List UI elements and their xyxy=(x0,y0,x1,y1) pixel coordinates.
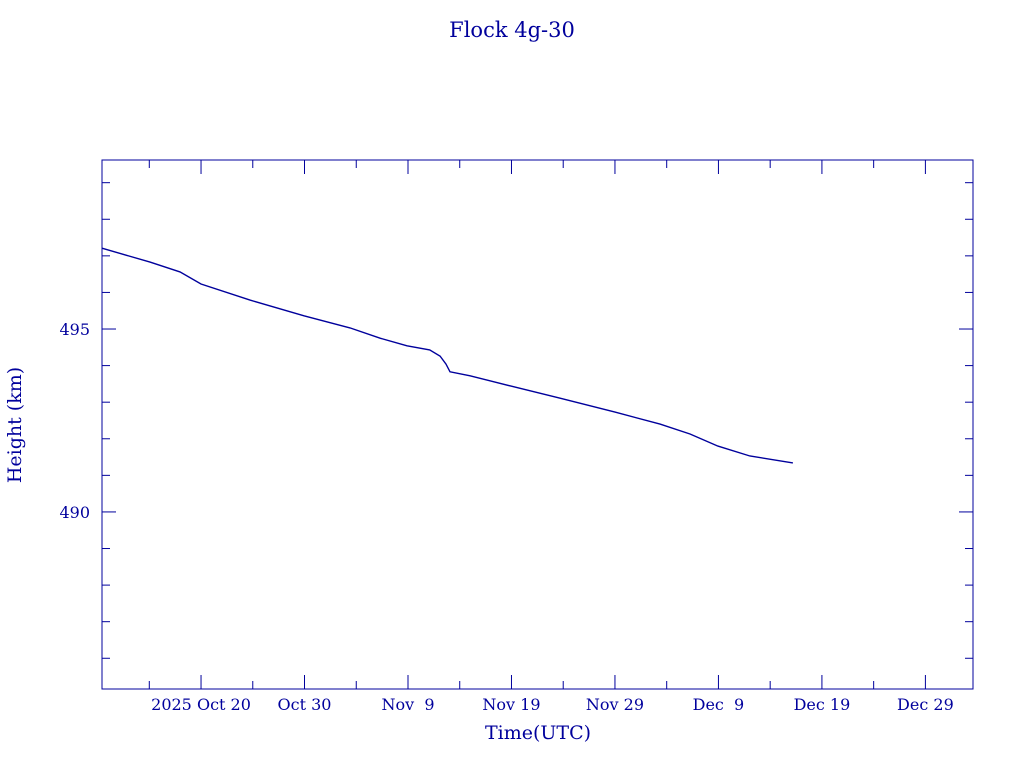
plot-frame xyxy=(101,159,974,690)
x-tick-label: Nov 9 xyxy=(381,695,434,714)
y-axis-label: Height (km) xyxy=(4,367,26,483)
chart-title: Flock 4g-30 xyxy=(449,18,575,42)
x-axis-label: Time(UTC) xyxy=(485,722,591,744)
y-tick-label: 495 xyxy=(59,320,90,339)
x-tick-label: 2025 Oct 20 xyxy=(151,695,251,714)
x-tick-label: Dec 29 xyxy=(897,695,954,714)
x-tick-label: Nov 19 xyxy=(482,695,540,714)
y-tick-label: 490 xyxy=(59,503,90,522)
x-tick-label: Dec 9 xyxy=(693,695,745,714)
x-tick-label: Oct 30 xyxy=(278,695,332,714)
height-series-line xyxy=(101,247,794,464)
x-tick-label: Dec 19 xyxy=(794,695,851,714)
x-tick-label: Nov 29 xyxy=(586,695,644,714)
